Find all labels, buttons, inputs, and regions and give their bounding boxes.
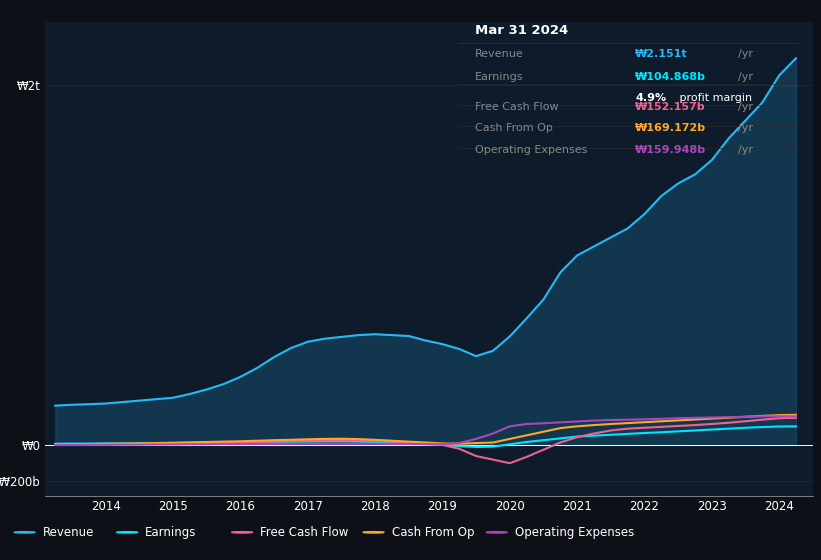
Text: Operating Expenses: Operating Expenses: [515, 526, 634, 539]
Circle shape: [363, 531, 384, 533]
Text: ₩159.948b: ₩159.948b: [635, 144, 706, 155]
Text: Earnings: Earnings: [145, 526, 197, 539]
Text: Mar 31 2024: Mar 31 2024: [475, 25, 568, 38]
Text: Revenue: Revenue: [43, 526, 94, 539]
Text: /yr: /yr: [737, 102, 753, 112]
Text: Free Cash Flow: Free Cash Flow: [475, 102, 559, 112]
Text: /yr: /yr: [737, 72, 753, 82]
Circle shape: [486, 531, 507, 533]
Text: ₩152.157b: ₩152.157b: [635, 102, 706, 112]
Text: Cash From Op: Cash From Op: [392, 526, 474, 539]
Text: Free Cash Flow: Free Cash Flow: [260, 526, 349, 539]
Text: ₩169.172b: ₩169.172b: [635, 123, 706, 133]
Circle shape: [232, 531, 253, 533]
Text: ₩104.868b: ₩104.868b: [635, 72, 706, 82]
Text: Revenue: Revenue: [475, 49, 524, 59]
Text: Cash From Op: Cash From Op: [475, 123, 553, 133]
Text: profit margin: profit margin: [677, 93, 752, 103]
Text: /yr: /yr: [737, 123, 753, 133]
Circle shape: [14, 531, 35, 533]
Text: /yr: /yr: [737, 144, 753, 155]
Text: 4.9%: 4.9%: [635, 93, 667, 103]
Text: ₩2.151t: ₩2.151t: [635, 49, 688, 59]
Circle shape: [117, 531, 138, 533]
Text: /yr: /yr: [737, 49, 753, 59]
Text: Operating Expenses: Operating Expenses: [475, 144, 588, 155]
Text: Earnings: Earnings: [475, 72, 524, 82]
